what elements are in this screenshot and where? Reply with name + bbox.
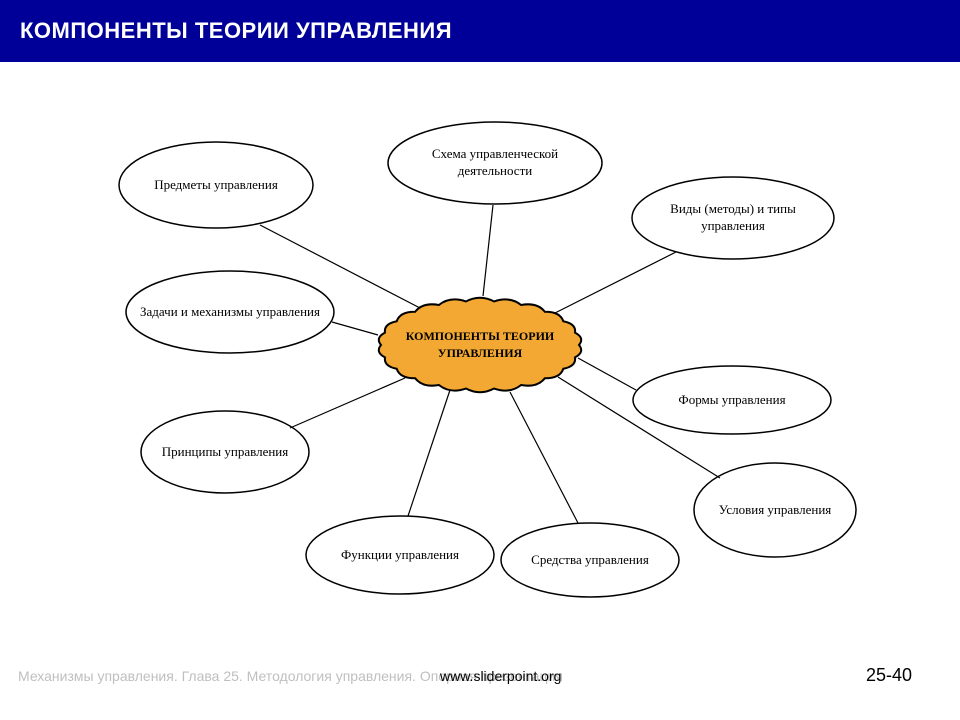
node-label: Виды (методы) и типы управления	[641, 201, 825, 235]
concept-map: КОМПОНЕНТЫ ТЕОРИИ УПРАВЛЕНИЯ Предметы упр…	[0, 0, 960, 720]
node-label: Средства управления	[531, 552, 649, 569]
footer-page-number: 25-40	[866, 665, 912, 686]
node-label: Задачи и механизмы управления	[140, 304, 320, 321]
outer-node: Средства управления	[500, 522, 680, 598]
outer-node: Виды (методы) и типы управления	[631, 176, 835, 260]
outer-node: Предметы управления	[118, 141, 314, 229]
node-label: Предметы управления	[154, 177, 278, 194]
outer-node: Принципы управления	[140, 410, 310, 494]
outer-node: Условия управления	[693, 462, 857, 558]
node-label: Функции управления	[341, 547, 459, 564]
node-label: КОМПОНЕНТЫ ТЕОРИИ УПРАВЛЕНИЯ	[385, 328, 575, 362]
node-label: Принципы управления	[162, 444, 289, 461]
node-label: Схема управленческой деятельности	[397, 146, 593, 180]
outer-node: Задачи и механизмы управления	[125, 270, 335, 354]
outer-node: Схема управленческой деятельности	[387, 121, 603, 205]
outer-node: Функции управления	[305, 515, 495, 595]
outer-node: Формы управления	[632, 365, 832, 435]
node-label: Условия управления	[719, 502, 832, 519]
footer-center-text: www.sliderpoint.org	[440, 668, 561, 684]
node-label: Формы управления	[678, 392, 785, 409]
center-node: КОМПОНЕНТЫ ТЕОРИИ УПРАВЛЕНИЯ	[375, 295, 585, 395]
